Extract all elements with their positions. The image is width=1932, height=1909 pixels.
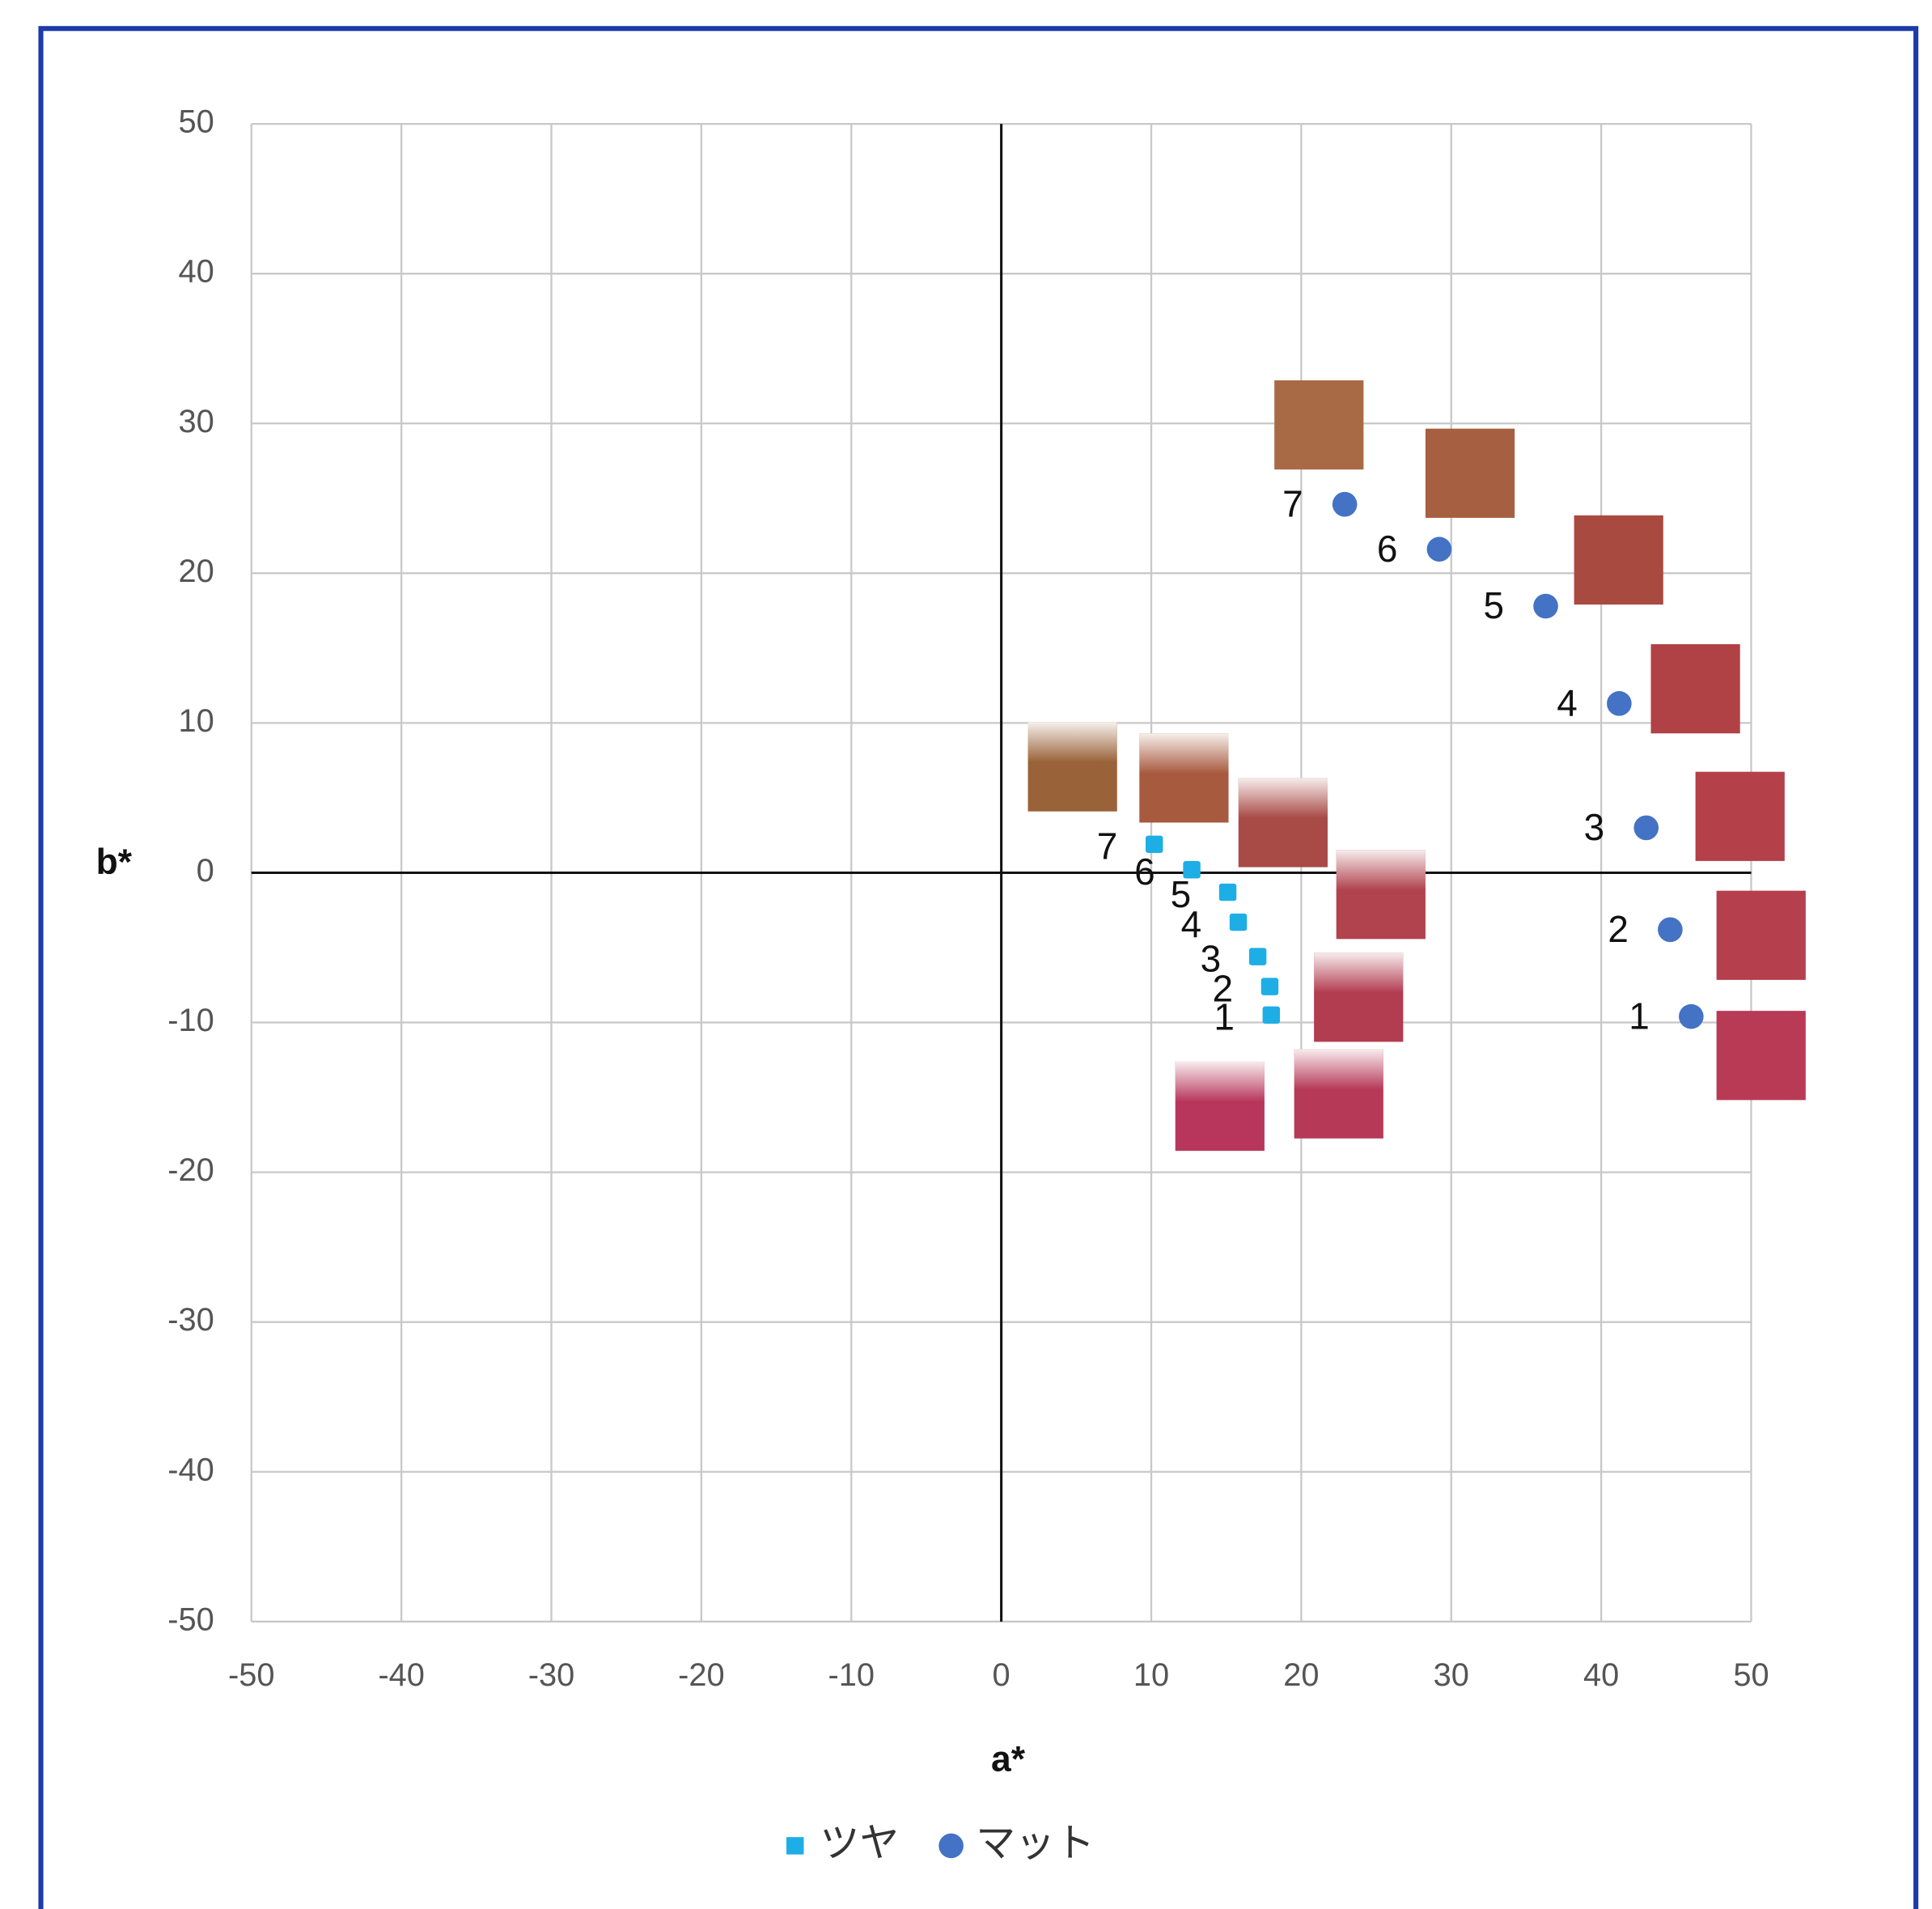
- point-label: 6: [1134, 851, 1155, 893]
- point: [1261, 978, 1278, 995]
- legend-label: マット: [976, 1822, 1095, 1865]
- legend-marker: [938, 1834, 964, 1859]
- x-tick-label: 0: [993, 1657, 1010, 1693]
- x-tick-label: -50: [228, 1657, 275, 1693]
- y-tick-label: -50: [167, 1601, 214, 1637]
- point: [1533, 594, 1558, 619]
- x-tick-label: -10: [828, 1657, 875, 1693]
- point: [1658, 917, 1683, 942]
- point: [1332, 492, 1358, 517]
- y-tick-label: 30: [179, 404, 214, 439]
- point: [1230, 914, 1247, 931]
- point-label: 6: [1377, 528, 1398, 570]
- point: [1633, 816, 1659, 841]
- page: a* b* -50-40-30-20-1001020304050-50-40-3…: [0, 0, 1932, 1909]
- point: [1607, 691, 1632, 716]
- chart: a* b* -50-40-30-20-1001020304050-50-40-3…: [0, 0, 1932, 1909]
- x-tick-label: 20: [1283, 1657, 1319, 1693]
- x-tick-label: -40: [378, 1657, 425, 1693]
- y-axis-label: b*: [96, 842, 133, 882]
- x-tick-label: -20: [678, 1657, 725, 1693]
- point-label: 3: [1584, 806, 1605, 848]
- y-tick-label: 0: [197, 853, 214, 889]
- y-tick-label: -10: [167, 1003, 214, 1038]
- x-tick-label: 30: [1434, 1657, 1469, 1693]
- point: [1249, 948, 1266, 965]
- point-label: 1: [1629, 995, 1650, 1037]
- x-tick-label: 10: [1133, 1657, 1169, 1693]
- point-label: 7: [1282, 482, 1303, 524]
- x-tick-label: 50: [1733, 1657, 1769, 1693]
- y-tick-label: 40: [179, 254, 214, 290]
- y-tick-label: 20: [179, 554, 214, 589]
- point-label: 7: [1097, 825, 1118, 868]
- x-tick-label: 40: [1583, 1657, 1619, 1693]
- point: [1427, 537, 1452, 562]
- x-tick-label: -30: [528, 1657, 575, 1693]
- frame: [41, 28, 1917, 1909]
- point: [1219, 884, 1236, 901]
- point-label: 5: [1483, 584, 1504, 626]
- point-label: 5: [1171, 873, 1192, 915]
- point: [1679, 1004, 1704, 1029]
- x-axis-label: a*: [991, 1740, 1026, 1780]
- point-label: 3: [1201, 937, 1222, 979]
- y-tick-label: -20: [167, 1152, 214, 1188]
- y-tick-label: -40: [167, 1452, 214, 1487]
- point: [1183, 861, 1200, 878]
- point: [1263, 1007, 1280, 1024]
- point-label: 2: [1608, 908, 1629, 950]
- y-tick-label: 50: [179, 104, 214, 140]
- point-label: 4: [1557, 682, 1578, 724]
- legend-marker: [786, 1837, 803, 1854]
- y-tick-label: 10: [179, 703, 214, 739]
- point: [1146, 836, 1163, 853]
- y-tick-label: -30: [167, 1302, 214, 1338]
- legend-label: ツヤ: [820, 1822, 899, 1865]
